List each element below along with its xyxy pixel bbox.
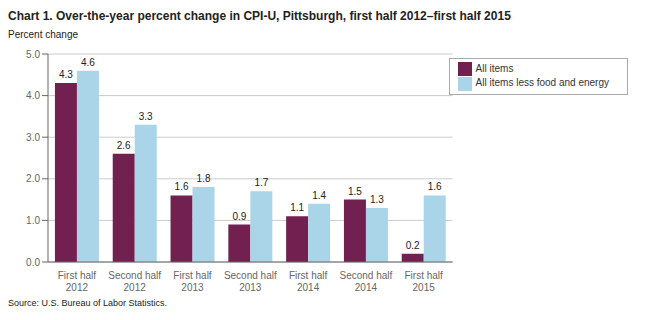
svg-text:4.6: 4.6 [81,57,95,68]
svg-text:1.6: 1.6 [175,181,189,192]
svg-text:First half2014: First half2014 [289,270,328,293]
svg-text:1.6: 1.6 [428,181,442,192]
svg-text:4.0: 4.0 [26,90,40,101]
svg-text:3.0: 3.0 [26,132,40,143]
svg-text:First half2012: First half2012 [58,270,97,293]
svg-text:1.3: 1.3 [370,194,384,205]
svg-text:5.0: 5.0 [26,49,40,60]
svg-text:First half2015: First half2015 [405,270,444,293]
svg-text:3.3: 3.3 [139,111,153,122]
svg-text:0.0: 0.0 [26,257,40,268]
svg-text:1.0: 1.0 [26,215,40,226]
svg-text:1.8: 1.8 [197,173,211,184]
svg-text:2.6: 2.6 [117,140,131,151]
svg-text:1.4: 1.4 [312,190,326,201]
svg-text:2.0: 2.0 [26,173,40,184]
svg-text:0.2: 0.2 [406,240,420,251]
html-text:Source: U.S. Bureau of Labor S: Source: U.S. Bureau of Labor Statistics. [8,298,168,308]
html-text:All items less food and energy: All items less food and energy [475,77,609,89]
svg-text:0.9: 0.9 [232,211,246,222]
svg-text:4.3: 4.3 [59,69,73,80]
svg-text:1.7: 1.7 [254,177,268,188]
html-text:Chart 1. Over-the-year percent: Chart 1. Over-the-year percent change in… [8,9,511,23]
svg-text:Second half2014: Second half2014 [339,270,392,293]
html-text:Percent change: Percent change [8,29,79,40]
svg-text:Second half2013: Second half2013 [224,270,277,293]
svg-text:1.5: 1.5 [348,186,362,197]
svg-text:1.1: 1.1 [290,202,304,213]
svg-text:First half2013: First half2013 [173,270,212,293]
svg-text:Second half2012: Second half2012 [108,270,161,293]
html-text:All items: All items [475,63,514,74]
